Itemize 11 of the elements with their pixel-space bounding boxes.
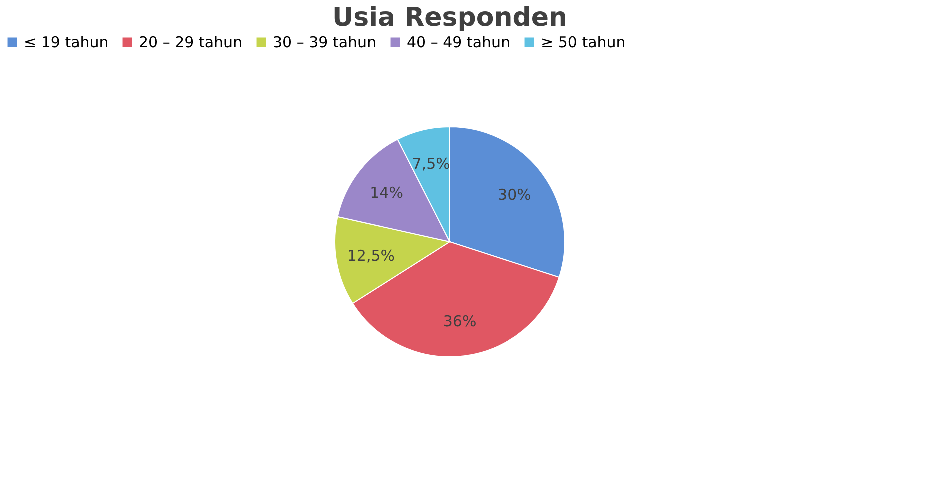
data-label: 14% <box>370 184 404 202</box>
legend-label: 30 – 39 tahun <box>273 34 377 52</box>
data-label: 7,5% <box>412 155 450 174</box>
data-label: 30% <box>498 186 532 204</box>
legend-label: ≥ 50 tahun <box>541 34 626 52</box>
legend-label: 40 – 49 tahun <box>407 34 511 52</box>
legend-label: ≤ 19 tahun <box>24 34 109 52</box>
data-label: 12,5% <box>347 246 396 265</box>
chart-title: Usia Responden <box>332 3 568 33</box>
legend-label: 20 – 29 tahun <box>139 34 243 52</box>
data-label: 36% <box>443 312 477 330</box>
